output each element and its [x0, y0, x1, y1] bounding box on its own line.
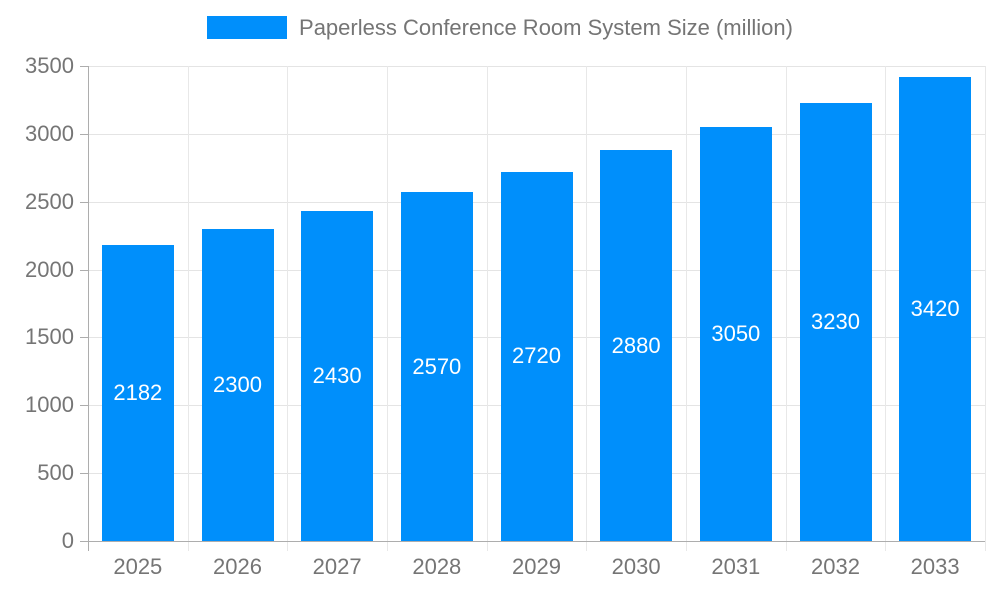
y-axis-label: 1000 — [25, 392, 74, 418]
x-axis-tick — [885, 541, 887, 551]
gridline-vertical — [586, 66, 588, 541]
bar-value-label: 2430 — [312, 363, 362, 389]
legend-swatch — [207, 16, 288, 39]
gridline-vertical — [985, 66, 986, 541]
y-axis-tick — [80, 133, 88, 135]
x-axis-tick — [187, 541, 189, 551]
bar-value-label: 3230 — [811, 308, 860, 334]
legend: Paperless Conference Room System Size (m… — [0, 16, 1000, 39]
gridline-vertical — [885, 66, 887, 541]
x-axis-tick — [686, 541, 687, 551]
y-axis-tick — [80, 541, 88, 542]
plot-area: 2182 2300 2430 2570 2720 2880 3050 3230 3420 — [80, 66, 986, 551]
bar-value-label: 2880 — [611, 332, 661, 358]
y-axis-tick — [80, 473, 88, 475]
y-axis-tick — [80, 66, 88, 67]
bar: 3230 — [799, 102, 872, 541]
y-axis-label: 500 — [37, 460, 74, 486]
x-axis-tick — [586, 541, 588, 551]
x-axis-label: 2032 — [811, 554, 860, 579]
gridline-horizontal — [88, 66, 985, 67]
gridline-vertical — [486, 66, 488, 541]
x-axis-label: 2026 — [213, 554, 262, 579]
y-axis-line — [88, 66, 89, 541]
x-axis-label: 2031 — [711, 554, 761, 579]
y-axis-tick — [80, 405, 88, 407]
gridline-vertical — [387, 66, 388, 541]
bar: 2300 — [201, 228, 274, 541]
gridline-vertical — [187, 66, 189, 541]
bar-value-label: 2182 — [113, 379, 163, 405]
bar: 2430 — [301, 211, 374, 541]
y-axis-label: 2500 — [25, 188, 74, 214]
gridline-vertical — [686, 66, 687, 541]
bar-value-label: 3050 — [711, 321, 761, 347]
x-axis-tick — [88, 541, 89, 551]
bar: 2182 — [101, 244, 174, 541]
x-axis-label: 2027 — [312, 554, 362, 579]
x-axis-tick — [486, 541, 488, 551]
y-axis-label: 0 — [61, 528, 74, 553]
x-axis-tick — [985, 541, 986, 551]
y-axis-label: 3000 — [25, 120, 74, 146]
bar: 3050 — [699, 127, 772, 541]
y-axis-tick — [80, 269, 88, 271]
x-axis-tick — [387, 541, 388, 551]
x-axis-label: 2029 — [512, 554, 561, 579]
x-axis-label: 2030 — [611, 554, 661, 579]
y-axis-tick — [80, 337, 88, 339]
x-axis-line — [88, 541, 985, 542]
bar: 2570 — [400, 192, 473, 541]
gridline-vertical — [785, 66, 787, 541]
legend-label: Paperless Conference Room System Size (m… — [299, 14, 793, 40]
gridline-horizontal — [88, 133, 985, 135]
gridline-vertical — [287, 66, 289, 541]
x-axis-label: 2033 — [910, 554, 960, 579]
bar: 3420 — [899, 76, 972, 541]
bar-value-label: 2570 — [412, 353, 462, 379]
y-axis-label: 2000 — [25, 256, 74, 282]
bar: 2880 — [600, 150, 673, 541]
bar: 2720 — [500, 171, 573, 541]
x-axis-tick — [785, 541, 787, 551]
y-axis-tick — [80, 201, 88, 203]
bar-value-label: 2300 — [213, 371, 262, 397]
x-axis-label: 2028 — [412, 554, 462, 579]
y-axis-label: 1500 — [25, 324, 74, 350]
x-axis-label: 2025 — [113, 554, 163, 579]
x-axis-tick — [287, 541, 289, 551]
y-axis-label: 3500 — [25, 53, 74, 78]
bar-value-label: 3420 — [910, 295, 960, 321]
bar-value-label: 2720 — [512, 343, 561, 369]
